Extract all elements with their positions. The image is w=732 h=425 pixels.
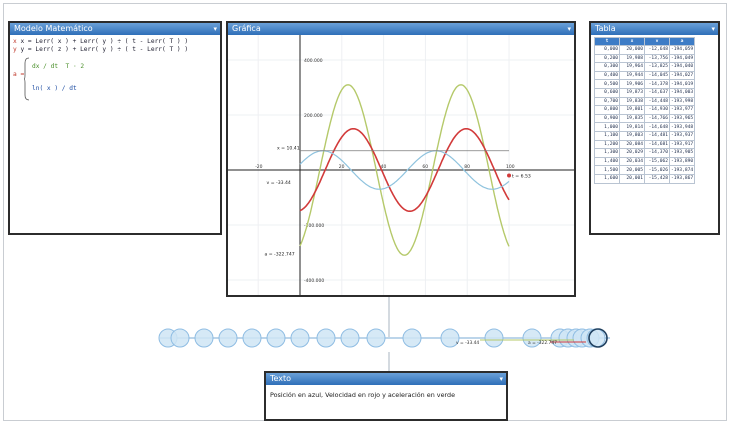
timeline-frame[interactable] — [340, 328, 360, 348]
timeline-frame[interactable] — [266, 328, 286, 348]
timeline-frame[interactable] — [440, 328, 460, 348]
collapse-icon[interactable]: ▾ — [499, 375, 503, 383]
timeline-current-frame[interactable] — [588, 328, 608, 348]
timeline-frame[interactable] — [290, 328, 310, 348]
table-row: 0,000 20,000 -12,648 -194,059 — [594, 45, 696, 55]
piecewise-case-2[interactable]: ln( x ) / dt — [32, 85, 77, 92]
position-curve — [299, 150, 510, 190]
equation-text-2: y = Lerr( z ) + Lerr( y ) ÷ ( t - Lerr( … — [20, 46, 189, 53]
graph-panel: Gráfica ▾ 400.000 200.000 -200.000 -400.000… — [226, 21, 576, 297]
timeline-label: v = -33.44 — [456, 340, 479, 346]
table-header-3: a — [668, 37, 696, 46]
y-tick-label: -400.000 — [304, 278, 324, 284]
table-title: Tabla — [595, 24, 616, 33]
timeline-frame[interactable] — [402, 328, 422, 348]
table-row: 1,200 20,084 -14,681 -193,917 — [594, 139, 696, 150]
timeline-frame[interactable] — [242, 328, 262, 348]
table-row: 1,300 20,029 -14,370 -193,905 — [594, 148, 696, 158]
timeline-frame[interactable] — [194, 328, 214, 348]
y-tick-label: 400.000 — [304, 58, 323, 64]
graph-title-bar[interactable]: Gráfica ▾ — [228, 23, 574, 35]
model-panel: Modelo Matemático ▾ x x = Lerr( x ) + Le… — [8, 21, 222, 235]
graph-canvas[interactable]: 400.000 200.000 -200.000 -400.000 -20 20 40 60 8… — [228, 35, 574, 295]
annotation-position: x = 10.41 — [277, 145, 300, 151]
annotation-acceleration: a = -322.747 — [264, 251, 294, 257]
velocity-curve — [299, 128, 510, 212]
timeline-frame[interactable] — [484, 328, 504, 348]
piecewise-lhs: a = — [13, 71, 25, 78]
x-tick-label: -20 — [255, 164, 262, 170]
x-tick-label: 100 — [506, 164, 515, 170]
timeline-frame[interactable] — [366, 328, 386, 348]
notes-panel: Texto ▾ Posición en azul, Velocidad en r… — [264, 371, 508, 421]
timeline-frame[interactable] — [218, 328, 238, 348]
x-tick-label: 40 — [381, 164, 387, 170]
table-row: 0,700 19,838 -14,448 -193,998 — [594, 96, 696, 107]
equation-line-2[interactable]: y y = Lerr( z ) + Lerr( y ) ÷ ( t - Lerr… — [13, 46, 189, 53]
annotation-velocity: v = -33.44 — [267, 180, 291, 186]
notes-text: Posición en azul, Velocidad en rojo y ac… — [270, 391, 455, 399]
notes-title-bar[interactable]: Texto ▾ — [266, 373, 506, 385]
y-tick-label: -200.000 — [304, 223, 324, 229]
table-row: 0,200 19,988 -13,756 -194,049 — [594, 53, 696, 64]
x-tick-label: 20 — [339, 164, 345, 170]
table-row: 1,600 20,001 -15,428 -193,867 — [594, 173, 696, 184]
timeline-animation[interactable]: v = -33.44 a = -322.747 — [150, 320, 630, 356]
acceleration-curve — [299, 84, 510, 256]
notes-title: Texto — [270, 374, 292, 383]
collapse-icon[interactable]: ▾ — [567, 25, 571, 33]
annotation-time: t = 6.53 — [512, 174, 531, 180]
piecewise-case-1[interactable]: dx / dt T · 2 — [32, 63, 85, 70]
x-tick-label: 80 — [464, 164, 470, 170]
x-tick-label: 60 — [422, 164, 428, 170]
table-title-bar[interactable]: Tabla ▾ — [591, 23, 718, 35]
table-cell: -193,867 — [668, 173, 696, 184]
graph-title: Gráfica — [232, 24, 261, 33]
timeline-label: a = -322.747 — [528, 340, 557, 346]
timeline-frame[interactable] — [522, 328, 542, 348]
y-tick-label: 200.000 — [304, 113, 323, 119]
model-title: Modelo Matemático — [14, 24, 93, 33]
collapse-icon[interactable]: ▾ — [711, 25, 715, 33]
equation-text-1: x = Lerr( x ) + Lerr( y ) ÷ ( t - Lerr( … — [20, 38, 189, 45]
collapse-icon[interactable]: ▾ — [213, 25, 217, 33]
timeline-frame[interactable] — [316, 328, 336, 348]
model-title-bar[interactable]: Modelo Matemático ▾ — [10, 23, 220, 35]
current-point-marker — [507, 173, 512, 178]
timeline-frame[interactable] — [170, 328, 190, 348]
piecewise-brace — [24, 57, 30, 101]
equation-line-1[interactable]: x x = Lerr( x ) + Lerr( y ) ÷ ( t - Lerr… — [13, 38, 189, 45]
